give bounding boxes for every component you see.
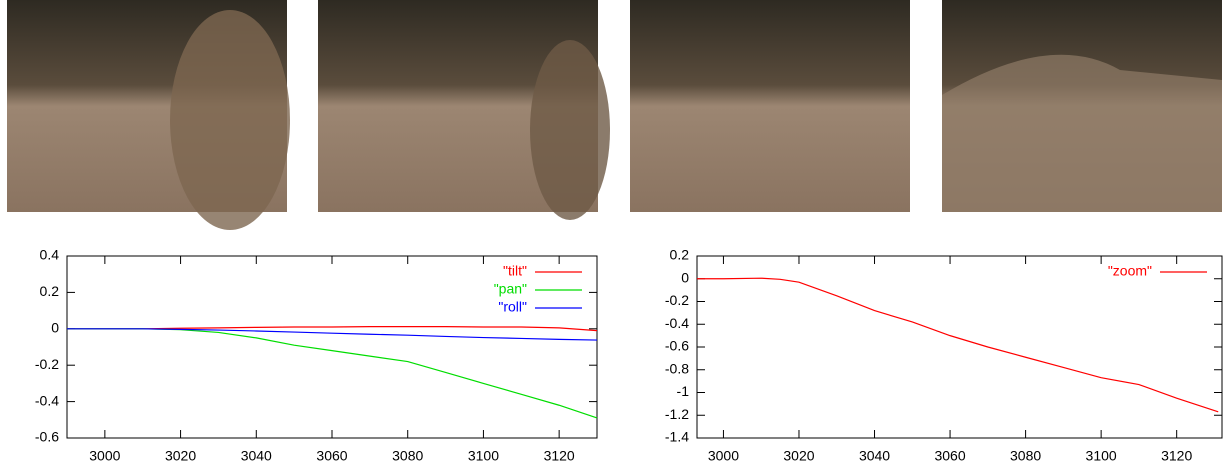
y-tick-label: 0: [51, 320, 59, 336]
x-tick-label: 3040: [241, 448, 272, 464]
series-line: [697, 278, 1218, 412]
legend-label: "pan": [494, 281, 527, 297]
y-tick-label: -1.2: [665, 406, 689, 422]
y-tick-label: -1.4: [665, 429, 689, 445]
x-tick-label: 3060: [934, 448, 965, 464]
photo-blur: [170, 10, 290, 230]
y-tick-label: 0: [681, 269, 689, 285]
y-tick-label: -1: [677, 383, 690, 399]
plot-frame: [697, 256, 1222, 438]
y-tick-label: -0.2: [665, 292, 689, 308]
photos: [7, 0, 1222, 230]
x-tick-label: 3080: [1010, 448, 1041, 464]
x-tick-label: 3120: [1161, 448, 1192, 464]
figure: -0.6 -0.4 -0.2 0 0.2 0.4 3000 3020 3040 3060 3080 3…: [0, 0, 1227, 468]
y-tick-label: -0.2: [35, 356, 59, 372]
y-tick-label: 0.2: [670, 247, 690, 263]
x-tick-label: 3000: [708, 448, 739, 464]
x-tick-label: 3120: [544, 448, 575, 464]
photo-hill: [942, 55, 1222, 212]
y-tick-label: -0.4: [35, 392, 59, 408]
x-tick-label: 3000: [89, 448, 120, 464]
x-tick-label: 3060: [316, 448, 347, 464]
x-tick-label: 3020: [165, 448, 196, 464]
legend-label: "tilt": [503, 263, 527, 279]
legend-label: "zoom": [1108, 263, 1152, 279]
x-tick-label: 3080: [392, 448, 423, 464]
photo: [630, 0, 910, 212]
photo-blur: [530, 40, 610, 220]
y-tick-label: -0.4: [665, 315, 689, 331]
series-line: [67, 329, 597, 340]
x-tick-label: 3020: [783, 448, 814, 464]
x-tick-label: 3100: [1086, 448, 1117, 464]
y-tick-label: -0.6: [665, 338, 689, 354]
series-line: [67, 329, 597, 418]
y-tick-label: -0.8: [665, 360, 689, 376]
legend-label: "roll": [498, 299, 527, 315]
y-tick-label: 0.4: [40, 247, 60, 263]
y-tick-label: -0.6: [35, 429, 59, 445]
x-tick-label: 3100: [468, 448, 499, 464]
x-tick-label: 3040: [859, 448, 890, 464]
y-tick-label: 0.2: [40, 283, 60, 299]
